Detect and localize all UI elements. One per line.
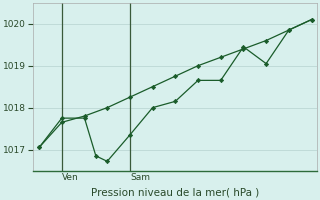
X-axis label: Pression niveau de la mer( hPa ): Pression niveau de la mer( hPa ) [91, 187, 260, 197]
Text: Ven: Ven [62, 173, 78, 182]
Text: Sam: Sam [130, 173, 150, 182]
